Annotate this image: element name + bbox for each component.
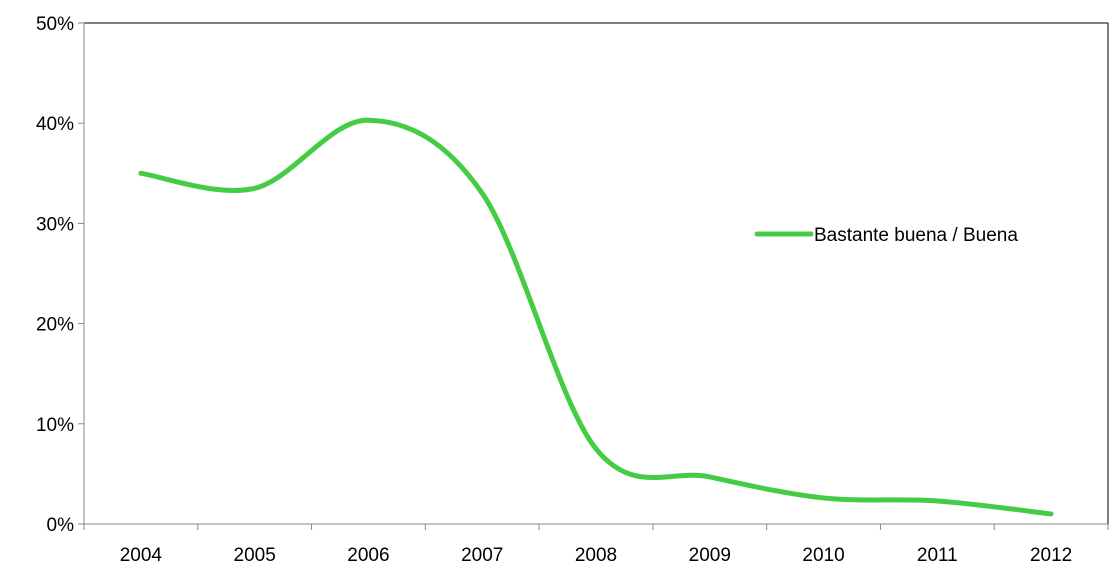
x-tick-label: 2010 (802, 545, 844, 566)
series-layer (138, 117, 1054, 517)
y-tick-label: 50% (36, 14, 74, 35)
series-line (141, 120, 1051, 514)
x-tick-label: 2004 (120, 545, 163, 566)
x-tick-label: 2006 (347, 545, 389, 566)
x-tick-label: 2005 (234, 545, 276, 566)
x-tick-label: 2011 (917, 545, 958, 566)
y-tick-label: 10% (36, 415, 74, 436)
data-point (593, 446, 599, 452)
legend: Bastante buena / Buena (757, 225, 1018, 246)
x-tick-label: 2012 (1030, 545, 1072, 566)
y-axis: 0% 10% 20% 30% 40% 50% (36, 14, 84, 536)
y-tick-label: 40% (36, 114, 74, 135)
legend-label: Bastante buena / Buena (814, 225, 1018, 246)
x-tick-label: 2007 (461, 545, 503, 566)
data-point (138, 170, 144, 176)
data-point (479, 190, 485, 196)
data-point (1048, 511, 1054, 517)
y-tick-label: 0% (47, 515, 75, 536)
y-tick-label: 30% (36, 214, 74, 235)
data-point (252, 185, 258, 191)
data-point (934, 498, 940, 504)
x-axis: 2004 2005 2006 2007 2008 2009 2010 2011 2012 (84, 524, 1108, 566)
y-tick-label: 20% (36, 315, 74, 336)
data-point (707, 474, 713, 480)
data-point (821, 495, 827, 501)
x-tick-label: 2008 (575, 545, 617, 566)
data-point (365, 117, 371, 123)
x-tick-label: 2009 (689, 545, 731, 566)
